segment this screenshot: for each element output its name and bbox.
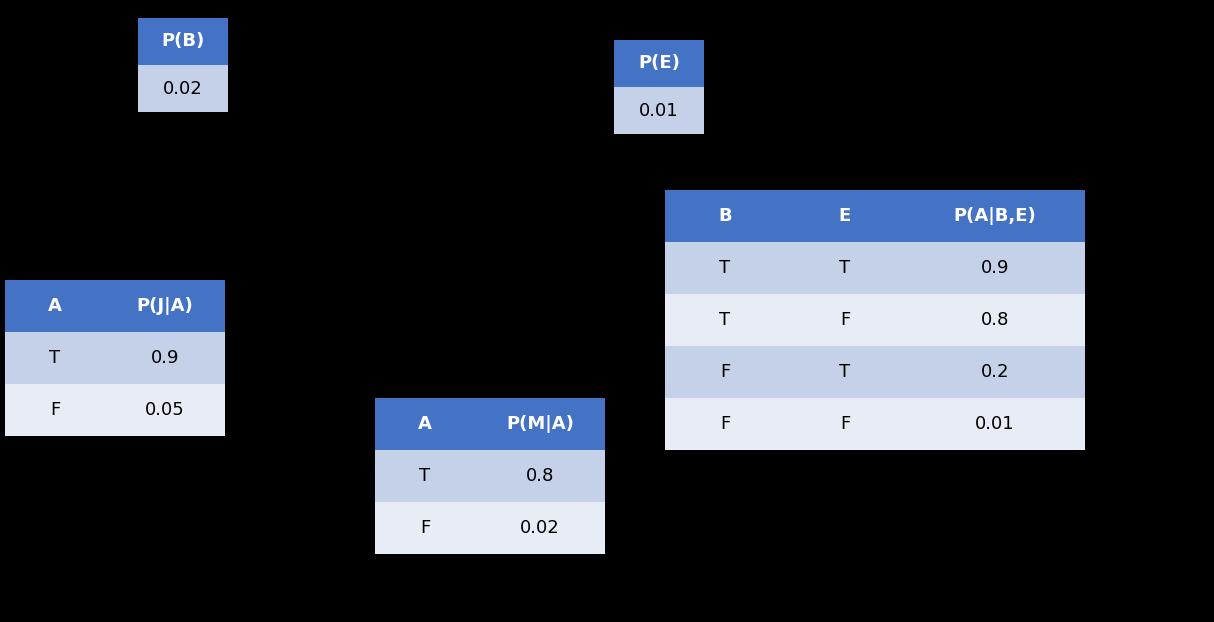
Bar <box>375 398 475 450</box>
Bar <box>904 398 1085 450</box>
Bar <box>665 294 785 346</box>
Text: A: A <box>49 297 62 315</box>
Bar <box>785 190 904 242</box>
Bar <box>475 398 605 450</box>
Bar <box>904 294 1085 346</box>
Bar <box>5 280 104 332</box>
Text: P(B): P(B) <box>161 32 205 50</box>
Bar <box>665 398 785 450</box>
Bar <box>475 502 605 554</box>
Text: 0.05: 0.05 <box>146 401 185 419</box>
Text: 0.8: 0.8 <box>526 467 554 485</box>
Bar <box>904 242 1085 294</box>
Bar <box>104 384 225 436</box>
Text: F: F <box>840 415 850 433</box>
Text: T: T <box>420 467 431 485</box>
Text: 0.02: 0.02 <box>163 80 203 98</box>
Text: P(M|A): P(M|A) <box>506 415 574 433</box>
Text: F: F <box>720 363 730 381</box>
Text: T: T <box>720 311 731 329</box>
Text: B: B <box>719 207 732 225</box>
Text: T: T <box>50 349 61 367</box>
Text: F: F <box>420 519 430 537</box>
Bar <box>904 346 1085 398</box>
Text: 0.01: 0.01 <box>640 101 679 119</box>
Text: F: F <box>720 415 730 433</box>
Text: 0.01: 0.01 <box>975 415 1015 433</box>
Text: A: A <box>418 415 432 433</box>
Bar <box>138 65 228 112</box>
Bar <box>785 294 904 346</box>
Bar <box>475 450 605 502</box>
Text: 0.02: 0.02 <box>520 519 560 537</box>
Bar <box>785 346 904 398</box>
Bar <box>375 450 475 502</box>
Text: P(E): P(E) <box>639 55 680 73</box>
Text: T: T <box>839 363 851 381</box>
Bar <box>614 87 704 134</box>
Bar <box>665 190 785 242</box>
Bar <box>104 280 225 332</box>
Text: F: F <box>50 401 61 419</box>
Text: 0.9: 0.9 <box>981 259 1009 277</box>
Text: E: E <box>839 207 851 225</box>
Bar <box>5 384 104 436</box>
Text: 0.8: 0.8 <box>981 311 1009 329</box>
Text: 0.9: 0.9 <box>151 349 180 367</box>
Bar <box>904 190 1085 242</box>
Text: P(J|A): P(J|A) <box>137 297 193 315</box>
Bar <box>614 40 704 87</box>
Text: 0.2: 0.2 <box>981 363 1009 381</box>
Text: F: F <box>840 311 850 329</box>
Bar <box>665 346 785 398</box>
Bar <box>5 332 104 384</box>
Bar <box>785 398 904 450</box>
Bar <box>104 332 225 384</box>
Text: T: T <box>839 259 851 277</box>
Bar <box>375 502 475 554</box>
Bar <box>665 242 785 294</box>
Bar <box>138 18 228 65</box>
Text: P(A|B,E): P(A|B,E) <box>954 207 1037 225</box>
Text: T: T <box>720 259 731 277</box>
Bar <box>785 242 904 294</box>
